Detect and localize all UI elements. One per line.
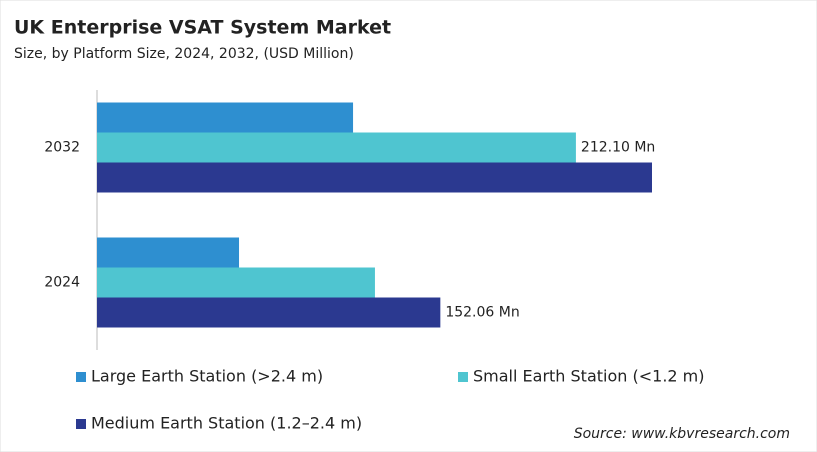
source: Source: www.kbvresearch.com (574, 426, 790, 442)
legend-swatch (458, 372, 468, 382)
data-label: 212.10 Mn (581, 140, 655, 156)
legend-label: Medium Earth Station (1.2–2.4 m) (91, 414, 362, 433)
chart-subtitle: Size, by Platform Size, 2024, 2032, (USD… (14, 46, 354, 62)
bar (97, 102, 354, 133)
bar (97, 162, 652, 193)
legend-label: Small Earth Station (<1.2 m) (473, 367, 705, 386)
legend-label: Large Earth Station (>2.4 m) (91, 367, 323, 386)
bar (97, 132, 576, 163)
y-tick-label: 2032 (44, 140, 80, 156)
data-label: 152.06 Mn (445, 305, 519, 321)
bar (97, 267, 375, 298)
legend-swatch (76, 372, 86, 382)
legend-swatch (76, 419, 86, 429)
bar (97, 237, 240, 268)
y-tick-label: 2024 (44, 275, 80, 291)
chart-title: UK Enterprise VSAT System Market (14, 17, 391, 39)
bar (97, 297, 441, 328)
